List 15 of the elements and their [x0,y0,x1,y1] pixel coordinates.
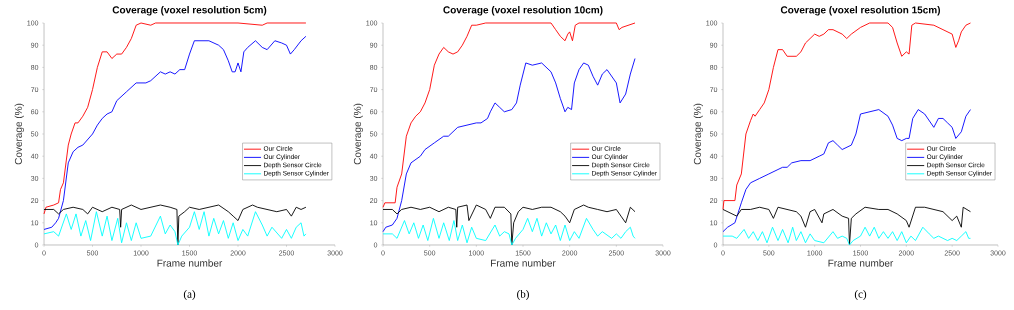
text: (c) [854,290,867,300]
x-axis-title: Frame number [157,259,223,267]
line-series [43,211,307,246]
line-series [382,217,636,246]
y-axis-title: Coverage (%) [693,103,703,165]
x-axis-title: Frame number [828,259,894,267]
y-axis-title: Coverage (%) [14,103,24,165]
y-axis-title: Coverage (%) [353,103,363,165]
chart-title: Coverage (voxel resolution 10cm) [443,6,603,16]
chart-title: Coverage (voxel resolution 5cm) [112,6,267,16]
text: (a) [183,290,196,300]
text: (b) [517,290,529,300]
line-series [722,226,971,246]
x-axis-title: Frame number [491,259,556,267]
chart-title: Coverage (voxel resolution 15cm) [780,6,941,16]
